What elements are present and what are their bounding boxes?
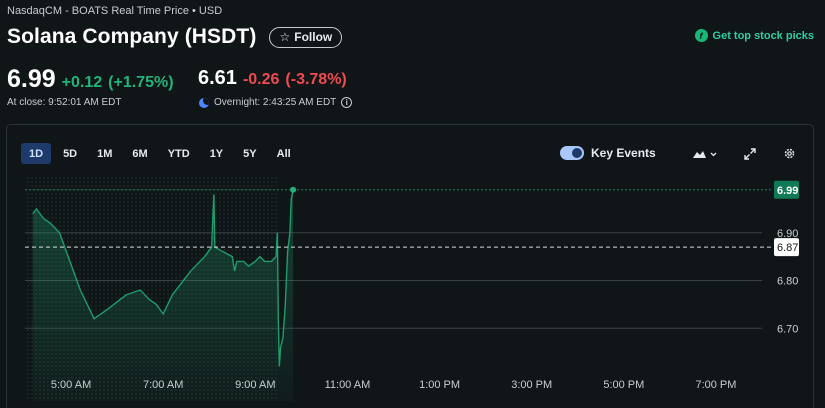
x-tick-label: 7:00 PM — [695, 379, 736, 391]
y-tick-label: 6.90 — [777, 228, 798, 240]
close-time: At close: 9:52:01 AM EDT — [7, 97, 122, 108]
follow-label: Follow — [294, 30, 333, 44]
regular-quote: 6.99 +0.12 (+1.75%) — [7, 65, 174, 94]
overnight-price: 6.61 — [198, 67, 237, 89]
overnight-quote: 6.61 -0.26 (-3.78%) — [198, 67, 347, 90]
page-title: Solana Company (HSDT) — [7, 25, 257, 48]
range-ytd[interactable]: YTD — [167, 147, 190, 160]
key-events-toggle[interactable] — [560, 146, 584, 160]
x-tick-label: 11:00 AM — [325, 379, 371, 391]
x-tick-label: 7:00 AM — [143, 379, 183, 391]
range-5y[interactable]: 5Y — [243, 147, 257, 160]
overnight-time-row: Overnight: 2:43:25 AM EDT i — [199, 97, 353, 108]
x-tick-label: 9:00 AM — [235, 379, 275, 391]
top-stock-picks-label: Get top stock picks — [712, 29, 814, 42]
last-price-badge — [774, 180, 799, 199]
mountain-chart-icon — [693, 150, 717, 158]
moon-icon — [199, 97, 209, 108]
chart-tools: Key Events — [513, 143, 813, 164]
previous-close-badge — [774, 238, 799, 257]
overnight-change-percent: (-3.78%) — [285, 71, 347, 88]
range-selector: 1D 5D 1M 6M YTD 1Y 5Y All — [21, 143, 303, 164]
star-icon: ☆ — [279, 30, 291, 44]
last-price-point[interactable] — [290, 186, 297, 193]
title-row: Solana Company (HSDT) ☆ Follow — [7, 25, 343, 49]
price: 6.99 — [7, 65, 56, 93]
fullscreen-button[interactable] — [739, 143, 761, 164]
range-5d[interactable]: 5D — [63, 147, 78, 160]
previous-close-label: 6.87 — [777, 242, 798, 254]
lightning-icon: f — [694, 29, 708, 42]
range-6m[interactable]: 6M — [132, 147, 148, 160]
key-events-label: Key Events — [591, 146, 656, 160]
chart-panel: 6.70 6.80 6.90 6.99 6.87 5:00 AM 7:00 AM 9:00 A… — [6, 124, 814, 408]
overnight-change: -0.26 — [242, 71, 280, 88]
exchange-line: NasdaqCM - BOATS Real Time Price • USD — [7, 5, 223, 17]
follow-button[interactable]: ☆ Follow — [269, 26, 343, 48]
range-1y[interactable]: 1Y — [209, 147, 224, 160]
x-tick-label: 3:00 PM — [511, 379, 552, 391]
x-tick-label: 5:00 PM — [603, 379, 644, 391]
price-chart[interactable]: 6.70 6.80 6.90 6.99 6.87 5:00 AM 7:00 AM 9:00 A… — [7, 125, 815, 408]
chart-type-dropdown[interactable] — [688, 143, 722, 164]
info-icon[interactable]: i — [341, 97, 353, 108]
price-area — [32, 189, 294, 401]
y-tick-label: 6.70 — [777, 323, 798, 335]
price-change-percent: (+1.75%) — [108, 74, 174, 91]
overnight-time: Overnight: 2:43:25 AM EDT — [214, 97, 337, 108]
chart-settings-button[interactable] — [778, 143, 800, 164]
range-1d[interactable]: 1D — [21, 143, 52, 164]
x-tick-label: 5:00 AM — [51, 379, 91, 391]
range-1m[interactable]: 1M — [97, 147, 113, 160]
price-change: +0.12 — [61, 74, 103, 91]
gear-icon — [784, 148, 794, 159]
top-stock-picks-link[interactable]: f Get top stock picks — [694, 29, 814, 42]
x-tick-label: 1:00 PM — [419, 379, 460, 391]
y-tick-label: 6.80 — [777, 276, 798, 288]
last-price-label: 6.99 — [777, 185, 798, 197]
range-all[interactable]: All — [276, 147, 291, 160]
expand-icon — [744, 147, 756, 160]
price-line[interactable] — [32, 189, 294, 367]
